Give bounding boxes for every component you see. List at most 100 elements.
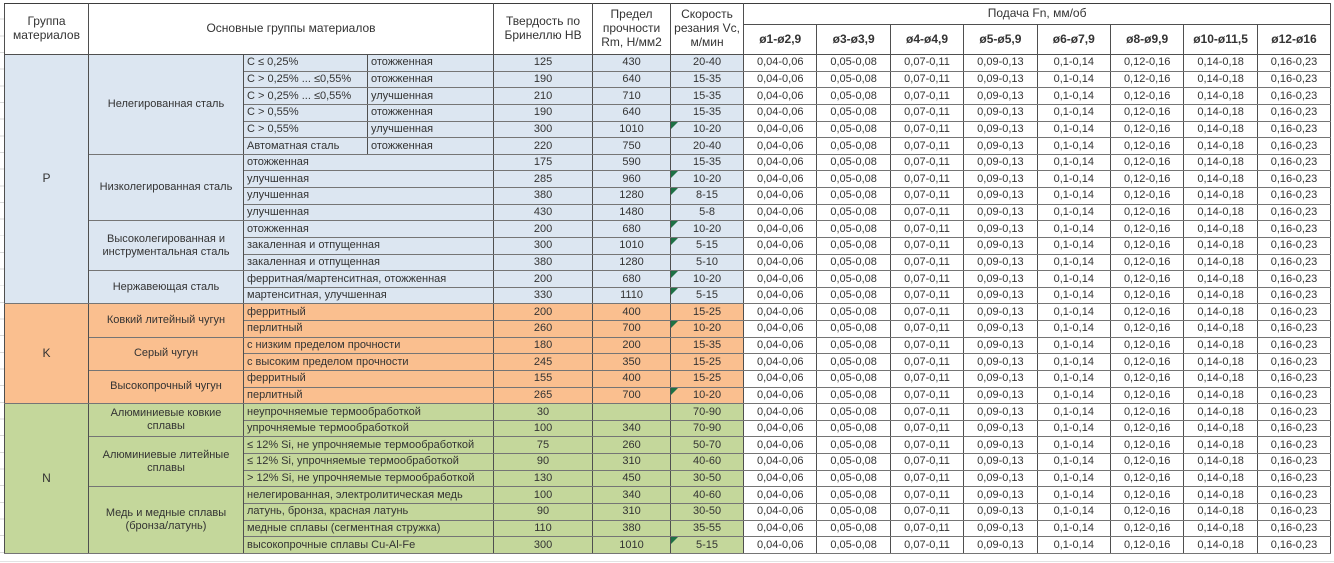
feed-cell: 0,09-0,13 (963, 187, 1038, 205)
hb-cell: 175 (493, 153, 594, 172)
feed-cell: 0,07-0,11 (889, 236, 965, 255)
rm-cell: 1480 (592, 203, 672, 222)
hb-cell: 90 (493, 453, 594, 471)
vc-cell: 10-20 (670, 320, 745, 338)
material-family-cell: Высокопрочный чугун (88, 369, 244, 405)
feed-cell: 0,14-0,18 (1183, 469, 1258, 488)
feed-cell: 0,16-0,23 (1256, 519, 1332, 538)
feed-cell: 0,07-0,11 (889, 519, 965, 538)
feed-cell: 0,14-0,18 (1183, 403, 1258, 421)
hb-cell: 380 (493, 187, 594, 205)
feed-cell: 0,16-0,23 (1256, 270, 1332, 288)
rm-cell: 590 (592, 153, 672, 172)
feed-cell: 0,09-0,13 (963, 336, 1038, 355)
feed-cell: 0,1-0,14 (1036, 103, 1111, 122)
feed-cell: 0,05-0,08 (816, 54, 891, 72)
header-main-material-groups: Основные группы материалов (87, 3, 495, 55)
material-family-cell: Нержавеющая сталь (88, 270, 244, 305)
feed-cell: 0,04-0,06 (743, 137, 818, 155)
feed-cell: 0,04-0,06 (743, 220, 818, 238)
rm-cell: 400 (592, 369, 672, 388)
feed-cell: 0,04-0,06 (743, 353, 818, 371)
material-variant-cell: перлитный (242, 320, 495, 338)
rm-cell: 680 (592, 220, 672, 238)
comment-flag-icon (671, 537, 679, 545)
feed-cell: 0,07-0,11 (889, 270, 965, 288)
feed-cell: 0,1-0,14 (1036, 203, 1111, 222)
vc-cell: 5-10 (670, 253, 745, 272)
feed-cell: 0,07-0,11 (889, 187, 965, 205)
feed-diameter-header: ø10-ø11,5 (1183, 24, 1258, 55)
feed-diameter-header: ø6-ø7,9 (1036, 24, 1111, 55)
rm-cell: 1110 (592, 286, 672, 305)
feed-cell: 0,07-0,11 (889, 502, 965, 521)
material-state-cell: отожженная (366, 137, 495, 155)
feed-cell: 0,05-0,08 (816, 320, 891, 338)
table-row: N Алюминиевые ковкие сплавы неупрочняемые … (4, 403, 1332, 554)
feed-cell: 0,09-0,13 (963, 320, 1038, 338)
material-variant-cell: нелегированная, электролитическая медь (242, 486, 495, 504)
feed-cell: 0,16-0,23 (1256, 320, 1332, 338)
rm-cell: 1010 (592, 120, 672, 139)
material-variant-cell: улучшенная (242, 203, 495, 222)
group-code-cell: K (4, 303, 89, 405)
table-row: C > 0,55% улучшенная 300 1010 10-20 0,04-0,06… (5, 120, 1332, 139)
feed-cell: 0,1-0,14 (1036, 120, 1111, 139)
hb-cell: 180 (493, 336, 594, 355)
feed-cell: 0,04-0,06 (743, 103, 818, 122)
feed-cell: 0,12-0,16 (1109, 253, 1185, 272)
feed-cell: 0,05-0,08 (816, 70, 891, 89)
feed-cell: 0,12-0,16 (1109, 403, 1185, 421)
feed-cell: 0,04-0,06 (743, 170, 818, 188)
feed-cell: 0,16-0,23 (1256, 70, 1332, 89)
feed-cell: 0,14-0,18 (1183, 536, 1258, 554)
feed-cell: 0,1-0,14 (1036, 87, 1111, 105)
feed-cell: 0,07-0,11 (889, 320, 965, 338)
feed-cell: 0,05-0,08 (816, 220, 891, 238)
feed-cell: 0,09-0,13 (963, 236, 1038, 255)
feed-cell: 0,04-0,06 (743, 436, 818, 454)
feed-cell: 0,1-0,14 (1036, 70, 1111, 89)
feed-cell: 0,1-0,14 (1036, 137, 1111, 155)
feed-cell: 0,12-0,16 (1109, 270, 1185, 288)
rm-cell: 350 (592, 353, 672, 371)
vc-cell: 40-60 (670, 453, 745, 471)
feed-cell: 0,1-0,14 (1036, 320, 1111, 338)
feed-cell: 0,1-0,14 (1036, 170, 1111, 188)
feed-cell: 0,1-0,14 (1036, 253, 1111, 272)
feed-cell: 0,1-0,14 (1036, 187, 1111, 205)
feed-cell: 0,07-0,11 (889, 419, 965, 438)
table-row: ≤ 12% Si, упрочняемые термообработкой 90 3… (5, 453, 1332, 471)
vc-cell: 70-90 (670, 403, 745, 421)
material-state-cell: отожженная (366, 54, 495, 72)
feed-cell: 0,14-0,18 (1183, 220, 1258, 238)
feed-cell: 0,09-0,13 (963, 486, 1038, 504)
feed-diameter-header: ø5-ø5,9 (963, 24, 1038, 55)
feed-cell: 0,16-0,23 (1256, 486, 1332, 504)
feed-cell: 0,16-0,23 (1256, 536, 1332, 554)
feed-cell: 0,12-0,16 (1109, 236, 1185, 255)
table-row: высокопрочные сплавы Cu-Al-Fe 300 1010 5-15… (5, 536, 1332, 554)
feed-cell: 0,1-0,14 (1036, 270, 1111, 288)
feed-cell: 0,04-0,06 (743, 253, 818, 272)
hb-cell: 110 (493, 519, 594, 538)
feed-cell: 0,1-0,14 (1036, 303, 1111, 321)
rm-cell: 450 (592, 469, 672, 488)
vc-cell: 10-20 (670, 170, 745, 188)
feed-cell: 0,05-0,08 (816, 369, 891, 388)
feed-cell: 0,09-0,13 (963, 303, 1038, 321)
feed-cell: 0,05-0,08 (816, 236, 891, 255)
material-variant-cell: ферритный (242, 303, 495, 321)
feed-cell: 0,05-0,08 (816, 286, 891, 305)
vc-cell: 70-90 (670, 419, 745, 438)
table-row: Нержавеющая сталь ферритная/мартенситная,… (5, 270, 1332, 305)
feed-cell: 0,05-0,08 (816, 303, 891, 321)
feed-cell: 0,1-0,14 (1036, 486, 1111, 504)
feed-cell: 0,12-0,16 (1109, 502, 1185, 521)
feed-cell: 0,16-0,23 (1256, 236, 1332, 255)
feed-cell: 0,04-0,06 (743, 286, 818, 305)
rm-cell: 1010 (592, 236, 672, 255)
feed-cell: 0,09-0,13 (963, 419, 1038, 438)
bottom-margin-gridline (0, 561, 1334, 562)
rm-cell: 680 (592, 270, 672, 288)
